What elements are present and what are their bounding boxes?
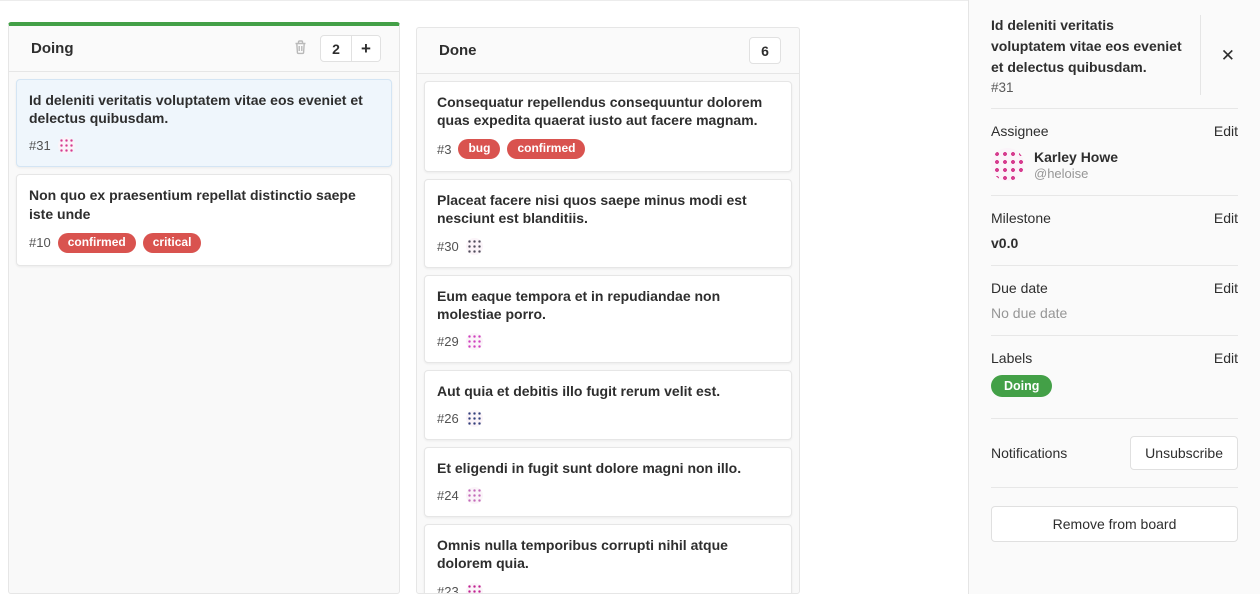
assignee-value: Karley Howe @heloise: [991, 148, 1238, 181]
column-header-actions: 2 +: [293, 35, 381, 62]
issue-title: Id deleniti veritatis voluptatem vitae e…: [29, 92, 363, 127]
assignee-avatar: [465, 487, 483, 505]
sidebar-close-block: ✕: [1200, 15, 1238, 95]
assignee-name: Karley Howe: [1034, 148, 1119, 165]
issue-meta: #24: [437, 487, 779, 505]
issue-card[interactable]: Placeat facere nisi quos saepe minus mod…: [424, 179, 792, 268]
assignee-avatar: [465, 332, 483, 350]
issue-card[interactable]: Omnis nulla temporibus corrupti nihil at…: [424, 524, 792, 593]
label-pill[interactable]: bug: [458, 139, 501, 160]
issue-card[interactable]: Consequatur repellendus consequuntur dol…: [424, 81, 792, 173]
card-list-doing: Id deleniti veritatis voluptatem vitae e…: [9, 72, 399, 593]
issue-title: Omnis nulla temporibus corrupti nihil at…: [437, 537, 728, 572]
issue-title: Consequatur repellendus consequuntur dol…: [437, 94, 763, 129]
issue-count-group: 6: [749, 37, 781, 64]
issue-title: Eum eaque tempora et in repudiandae non …: [437, 287, 721, 322]
milestone-section: Milestone Edit v0.0: [991, 196, 1238, 266]
sidebar-issue-number: #31: [991, 80, 1014, 95]
issue-title: Aut quia et debitis illo fugit rerum vel…: [437, 382, 721, 399]
edit-milestone-button[interactable]: Edit: [1213, 210, 1238, 226]
plus-icon: +: [361, 39, 371, 58]
close-sidebar-button[interactable]: ✕: [1218, 45, 1238, 66]
assignee-avatar: [465, 410, 483, 428]
issue-meta: #31: [29, 137, 379, 155]
column-header-actions: 6: [749, 37, 781, 64]
issue-title: Non quo ex praesentium repellat distinct…: [29, 187, 356, 222]
issue-meta: #29: [437, 332, 779, 350]
labels-section: Labels Edit Doing: [991, 336, 1238, 397]
issue-card[interactable]: Et eligendi in fugit sunt dolore magni n…: [424, 447, 792, 518]
card-list-done: Consequatur repellendus consequuntur dol…: [417, 74, 799, 593]
label-pill[interactable]: confirmed: [57, 232, 136, 253]
issue-number: #3: [437, 141, 452, 157]
issue-detail-sidebar: Id deleniti veritatis voluptatem vitae e…: [968, 0, 1260, 594]
sidebar-title-block: Id deleniti veritatis voluptatem vitae e…: [991, 15, 1200, 95]
issue-count-badge: 2: [332, 40, 340, 57]
due-date-heading: Due date: [991, 280, 1048, 296]
milestone-value: v0.0: [991, 235, 1019, 251]
board-area: Doing 2 +: [0, 0, 968, 594]
assignee-avatar: [991, 148, 1024, 181]
board-column-doing: Doing 2 +: [8, 22, 400, 594]
issue-count-badge: 6: [761, 42, 769, 59]
column-title: Done: [439, 42, 477, 59]
board-column-done: Done 6 Consequatur repellendus consequun…: [416, 27, 800, 594]
issue-number: #23: [437, 583, 459, 593]
assignee-section: Assignee Edit Karley Howe @heloise: [991, 109, 1238, 196]
notifications-section: Notifications Unsubscribe: [991, 418, 1238, 488]
issue-number: #10: [29, 235, 51, 251]
issue-card[interactable]: Aut quia et debitis illo fugit rerum vel…: [424, 369, 792, 441]
issue-number: #30: [437, 238, 459, 254]
assignee-username: @heloise: [1034, 165, 1089, 181]
issue-card[interactable]: Non quo ex praesentium repellat distinct…: [16, 174, 392, 266]
label-pill[interactable]: confirmed: [507, 139, 586, 160]
column-title: Doing: [31, 40, 74, 57]
add-issue-button[interactable]: +: [351, 36, 380, 61]
edit-assignee-button[interactable]: Edit: [1213, 123, 1238, 139]
label-pill[interactable]: Doing: [991, 375, 1053, 397]
unsubscribe-button[interactable]: Unsubscribe: [1130, 436, 1238, 470]
due-date-section: Due date Edit No due date: [991, 266, 1238, 336]
issue-title: Placeat facere nisi quos saepe minus mod…: [437, 192, 747, 227]
labels-heading: Labels: [991, 350, 1033, 366]
issue-number: #26: [437, 411, 459, 427]
issue-number: #24: [437, 488, 459, 504]
notifications-heading: Notifications: [991, 445, 1068, 461]
remove-from-board-button[interactable]: Remove from board: [991, 506, 1238, 542]
sidebar-issue-title: Id deleniti veritatis voluptatem vitae e…: [991, 17, 1182, 75]
sidebar-header: Id deleniti veritatis voluptatem vitae e…: [991, 0, 1238, 109]
issue-meta: #30: [437, 237, 779, 255]
issue-meta: #3 bug confirmed: [437, 139, 779, 160]
assignee-avatar: [465, 582, 483, 593]
issue-number: #31: [29, 138, 51, 154]
label-pill[interactable]: critical: [142, 232, 202, 253]
edit-due-date-button[interactable]: Edit: [1213, 280, 1238, 296]
issue-card[interactable]: Id deleniti veritatis voluptatem vitae e…: [16, 79, 392, 168]
column-header-done: Done 6: [417, 28, 799, 74]
issue-meta: #10 confirmed critical: [29, 232, 379, 253]
due-date-value: No due date: [991, 305, 1068, 321]
close-icon: ✕: [1220, 45, 1235, 65]
issue-title: Et eligendi in fugit sunt dolore magni n…: [437, 460, 742, 477]
issue-card[interactable]: Eum eaque tempora et in repudiandae non …: [424, 274, 792, 363]
issue-count-group: 2 +: [320, 35, 381, 62]
assignee-heading: Assignee: [991, 123, 1049, 139]
milestone-heading: Milestone: [991, 210, 1051, 226]
issue-number: #29: [437, 333, 459, 349]
issue-meta: #23: [437, 582, 779, 593]
edit-labels-button[interactable]: Edit: [1213, 350, 1238, 366]
delete-list-button[interactable]: [293, 39, 308, 58]
trash-icon: [293, 39, 308, 58]
issue-meta: #26: [437, 410, 779, 428]
assignee-avatar: [57, 137, 75, 155]
assignee-avatar: [465, 237, 483, 255]
column-header-doing: Doing 2 +: [9, 26, 399, 72]
